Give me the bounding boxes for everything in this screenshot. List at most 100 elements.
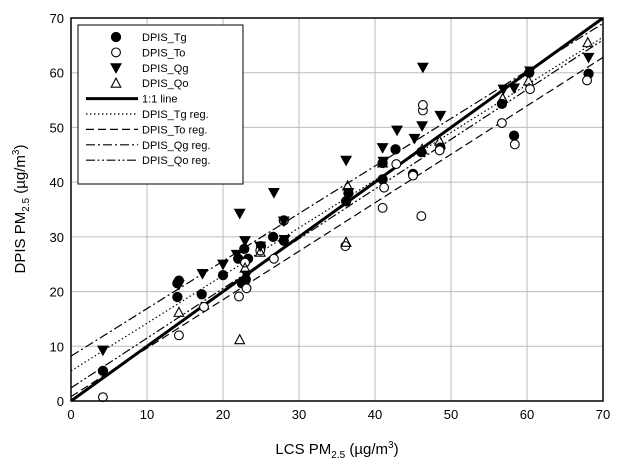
y-axis-title-close: ) [12,145,29,150]
legend-marker-dpis-qo [110,77,122,88]
gridlines [71,18,603,401]
legend-label: DPIS_To reg. [142,124,207,136]
y-tick-label: 20 [50,285,64,300]
point-dpis-tg [268,231,279,243]
x-axis-title-subscript: 2.5 [331,450,345,461]
y-axis-title-units: (µg/m [12,155,29,198]
point-dpis-tg [390,144,401,155]
legend: DPIS_Tg DPIS_To DPIS_Qg DPIS_Qo 1:1 line DPIS… [77,24,244,185]
legend-label: 1:1 line [142,94,177,106]
point-dpis-qo [433,134,446,146]
point-dpis-to [416,211,427,222]
point-dpis-to [434,145,445,156]
point-dpis-qg [172,279,185,291]
point-dpis-tg [172,291,183,303]
y-tick-label: 40 [50,175,64,190]
y-axis-title-main: DPIS PM [12,212,29,274]
point-dpis-qg [233,208,246,220]
point-dpis-qo [340,236,352,247]
point-dpis-qg [340,155,353,167]
y-tick-label: 30 [50,230,64,245]
point-dpis-qg [391,125,403,137]
point-dpis-qo [234,333,246,345]
point-dpis-qg [217,259,229,271]
point-dpis-qo [416,143,428,154]
y-tick-label: 50 [50,120,64,135]
point-dpis-qg [582,52,595,64]
legend-label: DPIS_Qg reg. [142,140,210,152]
y-tick-label: 60 [50,66,64,81]
point-dpis-qg [408,133,421,145]
point-dpis-qg [342,187,355,199]
legend-label: DPIS_To [142,47,185,59]
point-dpis-qg [230,249,243,261]
legend-label: DPIS_Qg [142,63,188,75]
x-tick-label: 40 [368,407,382,422]
point-dpis-qg [267,187,280,199]
point-dpis-qg [240,270,253,282]
point-dpis-to [391,159,402,170]
point-dpis-to [241,283,252,294]
point-dpis-to [199,301,209,312]
point-dpis-to [268,253,279,264]
point-dpis-qo [376,156,389,168]
x-axis-title-main: LCS PM [275,441,331,458]
point-dpis-to [417,100,428,110]
point-dpis-qo [173,306,185,317]
point-dpis-qo [239,261,251,273]
point-dpis-qo [496,92,509,103]
legend-label: DPIS_Qo [142,78,188,90]
point-dpis-qo [522,74,535,86]
point-dpis-tg [377,174,388,185]
point-dpis-to [173,330,184,341]
x-tick-label: 0 [67,407,74,422]
point-dpis-qo [341,179,354,191]
point-dpis-qg [239,236,251,247]
y-tick-label: 10 [50,339,64,354]
point-dpis-tg [508,130,520,141]
y-axis-title-superscript: 3 [11,149,22,155]
point-dpis-qg [508,83,521,95]
point-dpis-qo [254,246,266,257]
point-dpis-to [377,202,388,213]
legend-marker-dpis-to [111,47,121,58]
point-dpis-qg [497,84,510,96]
point-dpis-qg [376,143,389,154]
data-points [96,36,595,403]
point-dpis-qg [278,235,291,246]
point-dpis-to [379,182,390,193]
point-dpis-qg [277,216,290,228]
point-dpis-qg [196,268,209,280]
line-dpis-to-reg [71,56,603,398]
point-dpis-qg [416,121,429,132]
point-dpis-tg [196,289,207,300]
point-dpis-tg [97,365,109,377]
point-dpis-to [234,291,244,302]
point-dpis-to [496,118,507,129]
x-axis-title-superscript: 3 [388,440,394,451]
point-dpis-to [525,84,535,95]
line-dpis-qg-reg [71,22,603,357]
x-tick-label: 20 [216,407,230,422]
point-dpis-qo [582,36,594,48]
legend-label: DPIS_Qo reg. [142,155,210,167]
x-tick-label: 60 [520,407,534,422]
regression-lines [71,18,603,401]
x-tick-label: 50 [444,407,458,422]
point-dpis-to [509,139,520,150]
y-axis-title-subscript: 2.5 [21,197,32,211]
x-tick-label: 30 [292,407,306,422]
x-axis-title-close: ) [394,441,399,458]
axis-ticks: 0 10 20 30 40 50 60 70 0 10 20 30 40 50 60 70 [50,11,611,422]
x-tick-label: 10 [140,407,154,422]
y-tick-label: 0 [57,394,64,409]
legend-label: DPIS_Tg [142,32,187,44]
point-dpis-qg [96,345,109,357]
point-dpis-tg [217,270,229,281]
legend-marker-dpis-tg [110,31,122,43]
point-dpis-tg [496,98,508,110]
x-axis-title: LCS PM2.5 (µg/m3) [275,440,398,461]
x-tick-label: 70 [596,407,610,422]
line-1-1-line [71,18,603,401]
